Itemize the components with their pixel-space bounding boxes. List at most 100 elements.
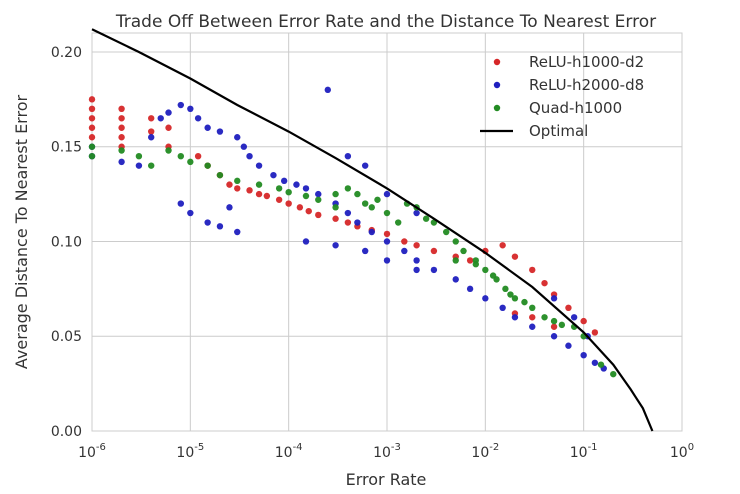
data-point bbox=[472, 261, 480, 268]
data-point bbox=[118, 105, 125, 113]
data-point bbox=[550, 333, 558, 340]
data-point bbox=[383, 209, 391, 217]
data-point bbox=[332, 215, 339, 222]
data-point bbox=[344, 209, 352, 217]
data-point bbox=[88, 134, 96, 141]
data-point bbox=[135, 162, 143, 169]
data-point bbox=[332, 204, 339, 211]
data-point bbox=[452, 276, 459, 283]
data-point bbox=[234, 134, 241, 141]
y-tick-label: 0.20 bbox=[51, 45, 82, 61]
legend-swatch bbox=[493, 58, 501, 66]
data-point bbox=[361, 200, 369, 207]
series-layer bbox=[88, 28, 654, 432]
data-point bbox=[499, 242, 506, 249]
data-point bbox=[216, 223, 224, 230]
data-point bbox=[354, 190, 361, 198]
data-point bbox=[177, 152, 185, 160]
x-tick-label: 10-4 bbox=[275, 442, 303, 461]
data-point bbox=[187, 105, 194, 113]
data-point bbox=[88, 152, 96, 160]
data-point bbox=[610, 370, 617, 378]
data-point bbox=[204, 219, 211, 226]
data-point bbox=[565, 342, 572, 349]
chart-title: Trade Off Between Error Rate and the Dis… bbox=[115, 12, 656, 32]
data-point bbox=[234, 228, 241, 236]
x-tick-label: 10-3 bbox=[373, 442, 401, 461]
data-point bbox=[550, 295, 558, 302]
data-point bbox=[460, 247, 467, 255]
data-point bbox=[422, 215, 430, 222]
data-point bbox=[443, 228, 450, 236]
data-point bbox=[354, 219, 361, 226]
data-point bbox=[255, 190, 263, 198]
data-point bbox=[165, 147, 172, 154]
data-point bbox=[591, 329, 599, 336]
data-point bbox=[430, 266, 438, 274]
data-point bbox=[570, 314, 578, 321]
data-point bbox=[452, 257, 459, 264]
data-point bbox=[118, 147, 125, 154]
data-point bbox=[165, 124, 172, 131]
data-point bbox=[177, 101, 185, 109]
data-point bbox=[296, 204, 304, 211]
data-point bbox=[511, 253, 519, 260]
data-point bbox=[529, 314, 536, 321]
data-point bbox=[368, 228, 375, 236]
x-tick-label: 10-2 bbox=[471, 442, 499, 461]
series-optimal bbox=[91, 28, 654, 432]
data-point bbox=[315, 196, 322, 203]
data-point bbox=[482, 295, 489, 302]
data-point bbox=[226, 181, 233, 188]
data-point bbox=[255, 181, 263, 188]
data-point bbox=[240, 143, 248, 150]
data-point bbox=[88, 143, 96, 150]
data-point bbox=[157, 115, 164, 122]
y-tick-labels: 0.00 0.05 0.10 0.15 0.20 bbox=[51, 45, 82, 440]
plot-frame bbox=[91, 32, 683, 432]
y-tick-label: 0.00 bbox=[51, 424, 82, 440]
data-point bbox=[401, 247, 408, 255]
data-point bbox=[187, 209, 194, 217]
data-point bbox=[204, 124, 211, 131]
data-point bbox=[216, 128, 224, 135]
data-point bbox=[521, 298, 528, 306]
x-tick-labels: 10-6 10-5 10-4 10-3 10-2 10-1 100 bbox=[78, 442, 694, 461]
data-point bbox=[395, 219, 402, 226]
data-point bbox=[452, 238, 459, 245]
data-point bbox=[383, 190, 391, 198]
data-point bbox=[550, 317, 558, 325]
legend-label: Optimal bbox=[529, 122, 588, 140]
x-tick-label: 100 bbox=[670, 442, 694, 461]
legend-item: Quad-h1000 bbox=[493, 99, 622, 117]
data-point bbox=[275, 196, 283, 203]
data-point bbox=[413, 266, 420, 274]
legend-label: ReLU-h2000-d8 bbox=[529, 76, 644, 94]
legend-label: ReLU-h1000-d2 bbox=[529, 53, 644, 71]
data-point bbox=[135, 152, 143, 160]
data-point bbox=[529, 304, 536, 312]
y-axis-label: Average Distance To Nearest Error bbox=[12, 95, 31, 370]
data-point bbox=[88, 105, 96, 113]
data-point bbox=[148, 115, 155, 122]
data-point bbox=[177, 200, 185, 207]
data-point bbox=[489, 272, 497, 279]
data-point bbox=[529, 266, 536, 274]
data-point bbox=[383, 238, 391, 245]
data-point bbox=[511, 314, 519, 321]
data-point bbox=[361, 247, 369, 255]
data-point bbox=[305, 207, 312, 215]
x-tick-label: 10-5 bbox=[176, 442, 204, 461]
legend-item: ReLU-h1000-d2 bbox=[493, 53, 644, 71]
data-point bbox=[466, 285, 474, 293]
data-point bbox=[511, 295, 519, 302]
data-point bbox=[541, 314, 548, 321]
data-point bbox=[361, 162, 369, 169]
data-point bbox=[541, 279, 548, 287]
data-point bbox=[285, 200, 292, 207]
data-point bbox=[88, 115, 96, 122]
data-point bbox=[332, 242, 339, 249]
data-point bbox=[302, 185, 310, 192]
data-point bbox=[88, 124, 96, 131]
